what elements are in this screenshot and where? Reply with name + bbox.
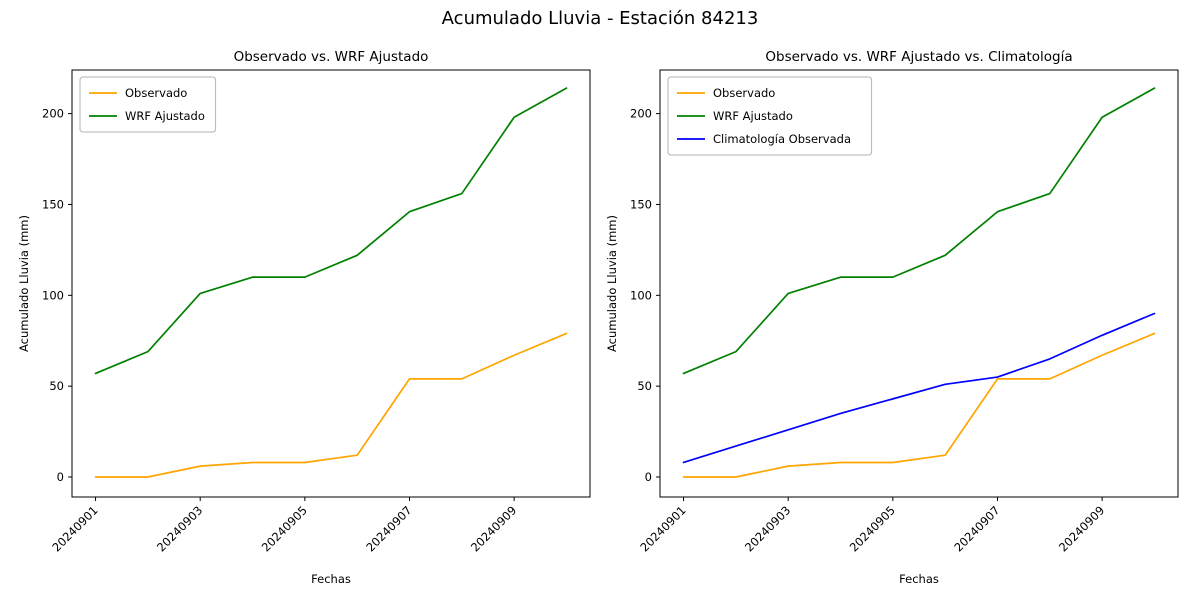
series-line-observado [94, 332, 568, 478]
x-tick-label: 20240905 [847, 503, 898, 554]
subplot-title: Observado vs. WRF Ajustado vs. Climatolo… [765, 49, 1072, 65]
y-tick-label: 0 [57, 470, 64, 484]
x-tick-label: 20240907 [363, 503, 414, 554]
legend-label-climatología-observada: Climatología Observada [713, 132, 851, 146]
legend-label-observado: Observado [713, 86, 775, 100]
y-axis-label: Acumulado Lluvia (mm) [17, 215, 31, 352]
x-tick-label: 20240905 [259, 503, 310, 554]
series-line-climatología-observada [682, 312, 1156, 464]
y-tick-label: 50 [49, 379, 64, 393]
x-tick-label: 20240903 [154, 503, 205, 554]
x-tick-label: 20240901 [49, 503, 100, 554]
series-line-wrf-ajustado [94, 87, 568, 375]
y-tick-label: 0 [645, 470, 652, 484]
subplot-observado-vs.-wrf-ajustado-vs.-climatología: 0 50 100 150 200 20240901 20240903 20240905 2024… [605, 49, 1179, 586]
y-axis-label: Acumulado Lluvia (mm) [605, 215, 619, 352]
legend-label-wrf-ajustado: WRF Ajustado [713, 109, 793, 123]
axes-frame [659, 69, 1179, 498]
series-line-wrf-ajustado [682, 87, 1156, 375]
legend-box [79, 76, 217, 133]
series-line-observado [682, 332, 1156, 478]
x-axis-label: Fechas [899, 572, 939, 586]
legend-box [667, 76, 873, 156]
axes-frame [71, 69, 591, 498]
x-tick-label: 20240909 [468, 503, 519, 554]
x-axis-label: Fechas [311, 572, 351, 586]
y-tick-label: 50 [637, 379, 652, 393]
y-tick-label: 100 [630, 288, 652, 302]
x-tick-label: 20240901 [637, 503, 688, 554]
subplot-title: Observado vs. WRF Ajustado [234, 49, 429, 65]
subplot-observado-vs.-wrf-ajustado: 0 50 100 150 200 20240901 20240903 20240905 2024… [17, 49, 591, 586]
x-tick-label: 20240907 [951, 503, 1002, 554]
y-tick-label: 100 [42, 288, 64, 302]
legend-label-observado: Observado [125, 86, 187, 100]
y-tick-label: 200 [630, 107, 652, 121]
legend-label-wrf-ajustado: WRF Ajustado [125, 109, 205, 123]
figure-title: Acumulado Lluvia - Estación 84213 [441, 8, 759, 29]
x-tick-label: 20240903 [742, 503, 793, 554]
y-tick-label: 200 [42, 107, 64, 121]
x-tick-label: 20240909 [1056, 503, 1107, 554]
y-tick-label: 150 [630, 197, 652, 211]
y-tick-label: 150 [42, 197, 64, 211]
